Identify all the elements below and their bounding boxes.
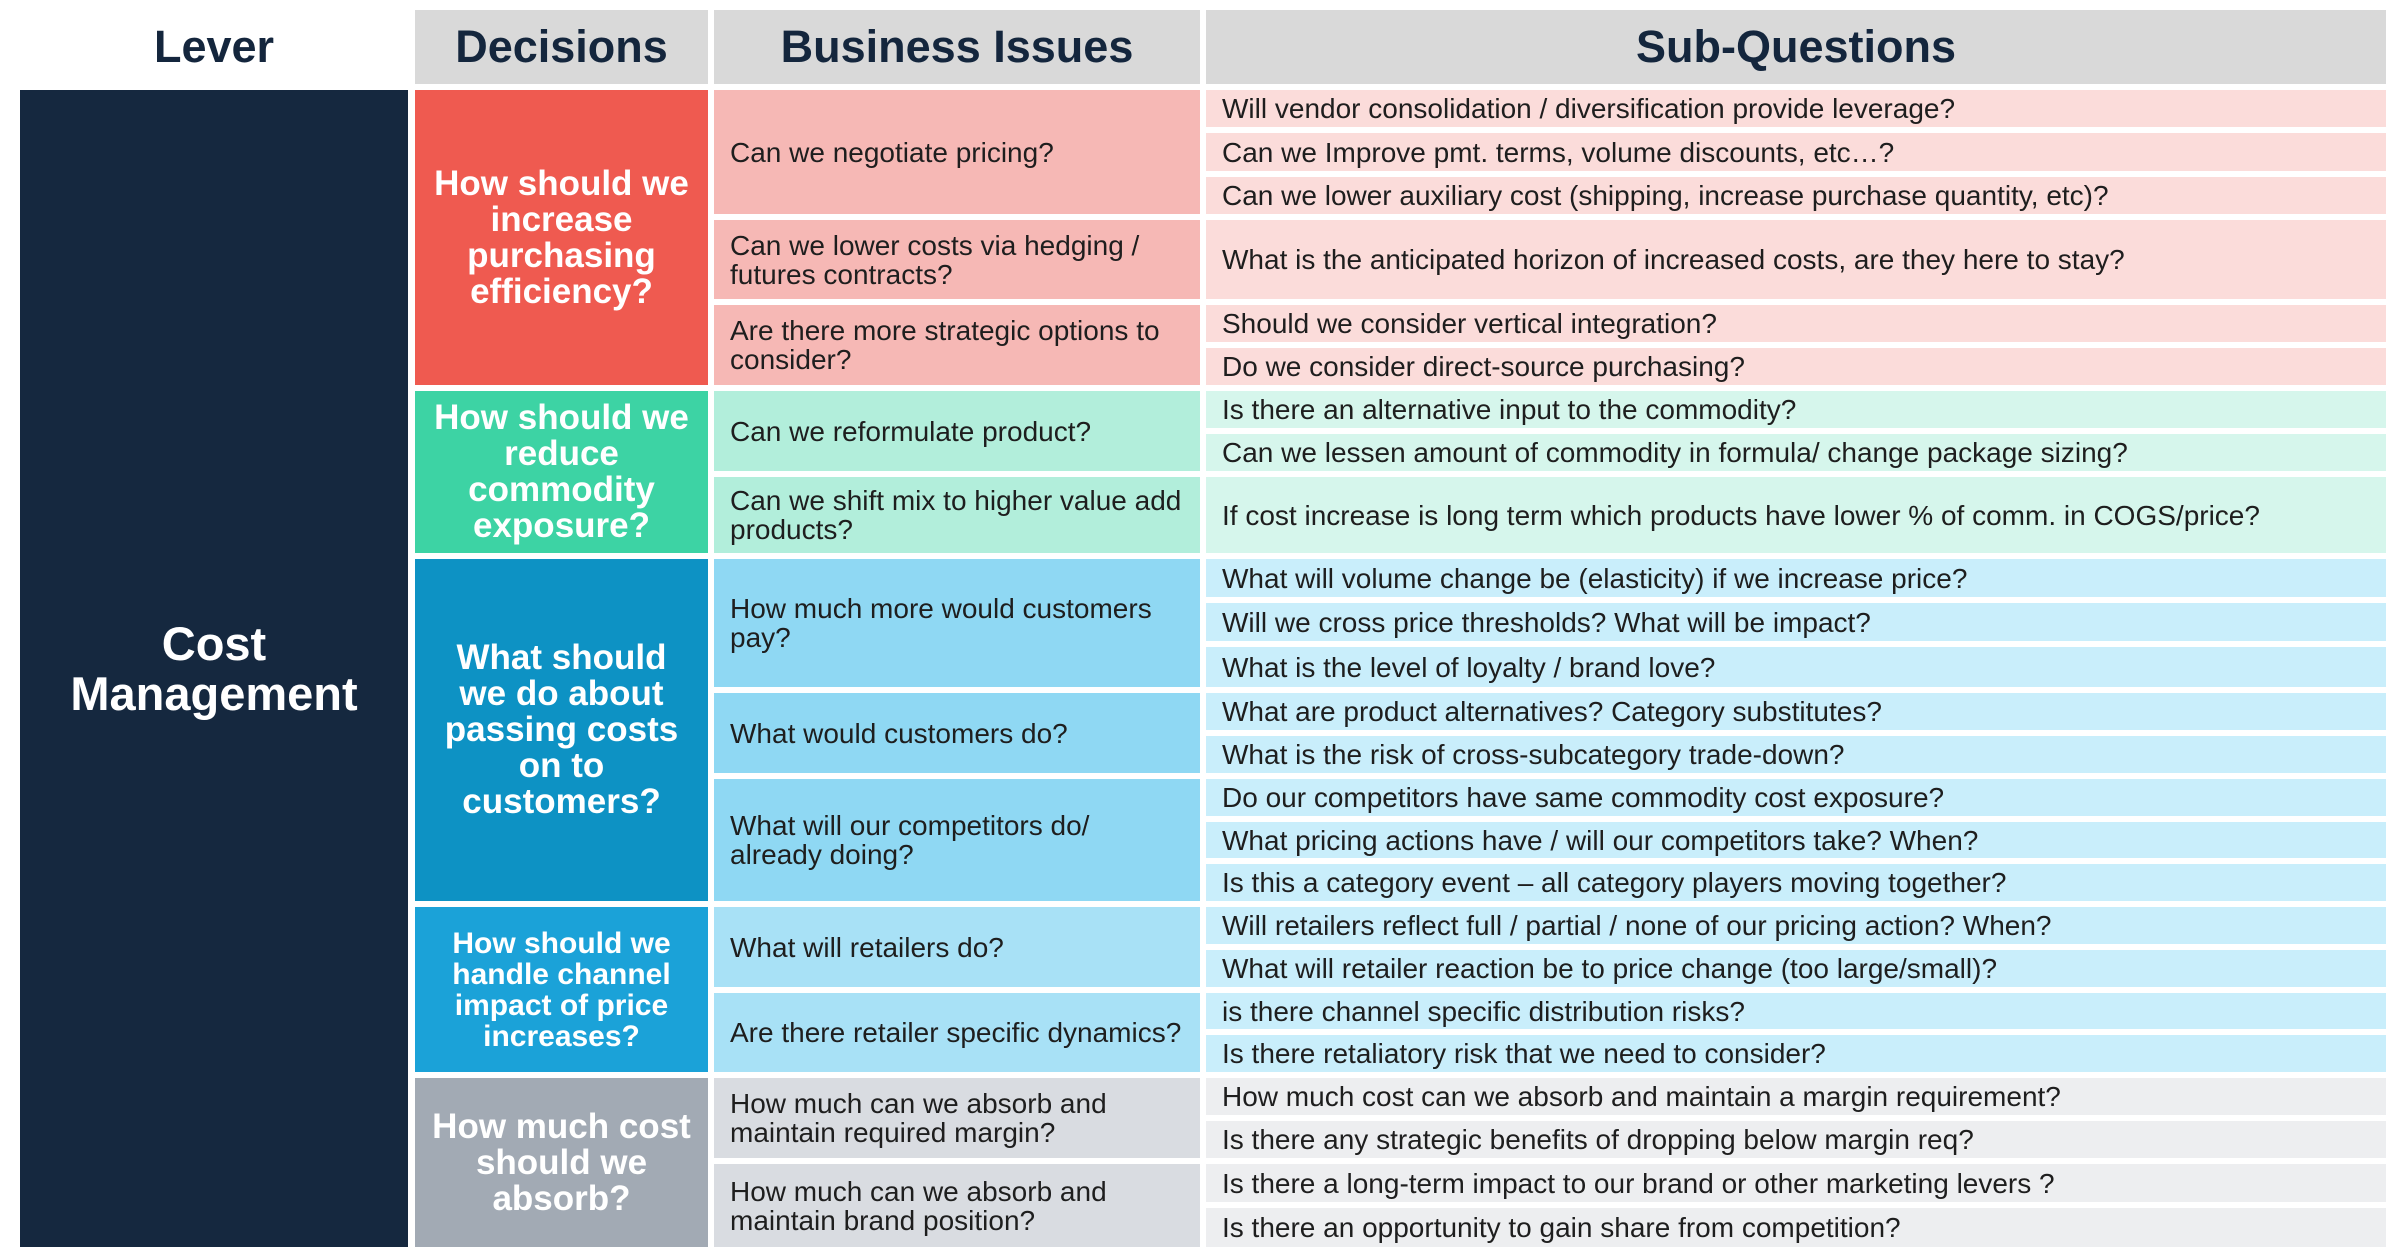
issue-reformulate: Can we reformulate product? — [714, 391, 1200, 471]
header-lever: Lever — [153, 21, 275, 72]
issue-shift-mix: Can we shift mix to higher value add pro… — [714, 477, 1200, 553]
sub-question: Will vendor consolidation / diversificat… — [1206, 90, 2386, 127]
sub-question-text: Will we cross price thresholds? What wil… — [1222, 606, 1871, 638]
sub-question-text: What is the risk of cross-subcategory tr… — [1222, 739, 1845, 770]
sub-question: Is there any strategic benefits of dropp… — [1206, 1121, 2386, 1158]
sub-question-text: What will volume change be (elasticity) … — [1222, 562, 1968, 594]
sub-question: What will volume change be (elasticity) … — [1206, 559, 2386, 597]
issue-label: Are there more strategic options to cons… — [730, 315, 1160, 375]
sub-question: What is the risk of cross-subcategory tr… — [1206, 736, 2386, 773]
sub-question: Can we lower auxiliary cost (shipping, i… — [1206, 177, 2386, 214]
sub-question-text: Will vendor consolidation / diversificat… — [1222, 93, 1956, 124]
sub-question: What pricing actions have / will our com… — [1206, 822, 2386, 858]
issue-label: How much can we absorb and maintain bran… — [730, 1175, 1107, 1236]
issue-label: What will our competitors do/ already do… — [730, 810, 1090, 870]
issue-retailers-do: What will retailers do? — [714, 907, 1200, 987]
sub-question-text: Is this a category event – all category … — [1222, 867, 2007, 898]
sub-question-text: What is the level of loyalty / brand lov… — [1222, 651, 1716, 683]
decision-purchasing-efficiency: How should we increase purchasing effici… — [415, 90, 708, 385]
sub-question: Will retailers reflect full / partial / … — [1206, 907, 2386, 944]
sub-question: is there channel specific distribution r… — [1206, 993, 2386, 1029]
header-decisions: Decisions — [415, 10, 708, 84]
sub-question: Is this a category event – all category … — [1206, 864, 2386, 901]
sub-question: How much cost can we absorb and maintain… — [1206, 1078, 2386, 1115]
issue-label: How much can we absorb and maintain requ… — [730, 1088, 1107, 1148]
sub-question-text: Will retailers reflect full / partial / … — [1222, 910, 2052, 941]
issue-label: Can we negotiate pricing? — [730, 136, 1054, 168]
sub-question-text: Is there retaliatory risk that we need t… — [1222, 1038, 1826, 1069]
issue-label: Can we reformulate product? — [730, 415, 1092, 447]
sub-question: What will retailer reaction be to price … — [1206, 950, 2386, 987]
issue-competitors: What will our competitors do/ already do… — [714, 779, 1200, 901]
sub-question-text: Can we lessen amount of commodity in for… — [1222, 437, 2128, 468]
sub-question-text: Should we consider vertical integration? — [1222, 308, 1717, 339]
sub-question-text: is there channel specific distribution r… — [1222, 995, 1745, 1027]
sub-question-text: How much cost can we absorb and maintain… — [1222, 1081, 2061, 1112]
issue-strategic-options: Are there more strategic options to cons… — [714, 305, 1200, 385]
issue-hedging: Can we lower costs via hedging / futures… — [714, 220, 1200, 299]
decision-label: How should we increase purchasing effici… — [434, 163, 689, 311]
decision-label: How should we reduce commodity exposure? — [434, 398, 689, 545]
issue-label: Are there retailer specific dynamics? — [730, 1017, 1182, 1048]
sub-question-text: Do we consider direct-source purchasing? — [1222, 351, 1745, 382]
lever-cost-management: Cost Management — [20, 90, 408, 1247]
sub-question: Will we cross price thresholds? What wil… — [1206, 603, 2386, 641]
sub-question: Should we consider vertical integration? — [1206, 305, 2386, 342]
sub-question-text: Do our competitors have same commodity c… — [1222, 782, 1945, 813]
sub-question-text: If cost increase is long term which prod… — [1222, 499, 2260, 531]
decision-label: How should we handle channel impact of p… — [452, 926, 671, 1053]
sub-question: Can we Improve pmt. terms, volume discou… — [1206, 133, 2386, 171]
sub-question-text: What pricing actions have / will our com… — [1222, 824, 1979, 856]
sub-question-text: What is the anticipated horizon of incre… — [1222, 244, 2125, 275]
issue-negotiate-pricing: Can we negotiate pricing? — [714, 90, 1200, 214]
sub-question: What is the anticipated horizon of incre… — [1206, 220, 2386, 299]
header-sub-questions: Sub-Questions — [1206, 10, 2386, 84]
issue-customers-pay: How much more would customers pay? — [714, 559, 1200, 687]
sub-question: What is the level of loyalty / brand lov… — [1206, 647, 2386, 687]
issue-label: Can we shift mix to higher value add pro… — [730, 485, 1182, 545]
sub-question-text: Is there an alternative input to the com… — [1222, 394, 1797, 425]
decision-channel-impact: How should we handle channel impact of p… — [415, 907, 708, 1072]
decision-commodity-exposure: How should we reduce commodity exposure? — [415, 391, 708, 553]
sub-question-text: What will retailer reaction be to price … — [1222, 953, 1998, 984]
sub-question-text: Is there any strategic benefits of dropp… — [1222, 1124, 1974, 1155]
decision-passing-costs: What should we do about passing costs on… — [415, 559, 708, 901]
sub-question: Do we consider direct-source purchasing? — [1206, 348, 2386, 385]
decision-label: How much cost should we absorb? — [432, 1106, 691, 1218]
sub-question-text: Is there an opportunity to gain share fr… — [1222, 1212, 1901, 1243]
sub-question-text: Is there a long-term impact to our brand… — [1222, 1167, 2055, 1199]
sub-question: What are product alternatives? Category … — [1206, 693, 2386, 730]
lever-label: Cost Management — [70, 616, 358, 720]
sub-question: Do our competitors have same commodity c… — [1206, 779, 2386, 816]
sub-question: If cost increase is long term which prod… — [1206, 477, 2386, 553]
sub-question: Is there an alternative input to the com… — [1206, 391, 2386, 428]
issue-label: What will retailers do? — [730, 931, 1004, 963]
sub-question: Is there an opportunity to gain share fr… — [1206, 1208, 2386, 1247]
sub-question-text: What are product alternatives? Category … — [1222, 696, 1882, 727]
sub-question-text: Can we lower auxiliary cost (shipping, i… — [1222, 180, 2109, 211]
issue-label: What would customers do? — [730, 717, 1068, 749]
sub-question: Is there retaliatory risk that we need t… — [1206, 1035, 2386, 1072]
issue-label: How much more would customers pay? — [730, 593, 1152, 653]
header-business-issues: Business Issues — [714, 10, 1200, 84]
decision-label: What should we do about passing costs on… — [444, 638, 679, 821]
decision-absorb-cost: How much cost should we absorb? — [415, 1078, 708, 1247]
sub-question: Can we lessen amount of commodity in for… — [1206, 434, 2386, 471]
sub-question-text: Can we Improve pmt. terms, volume discou… — [1222, 136, 1895, 168]
issue-absorb-margin: How much can we absorb and maintain requ… — [714, 1078, 1200, 1158]
issue-label: Can we lower costs via hedging / futures… — [730, 229, 1140, 290]
issue-customers-do: What would customers do? — [714, 693, 1200, 773]
sub-question: Is there a long-term impact to our brand… — [1206, 1164, 2386, 1202]
issue-absorb-brand: How much can we absorb and maintain bran… — [714, 1164, 1200, 1247]
issue-retailer-dynamics: Are there retailer specific dynamics? — [714, 993, 1200, 1072]
